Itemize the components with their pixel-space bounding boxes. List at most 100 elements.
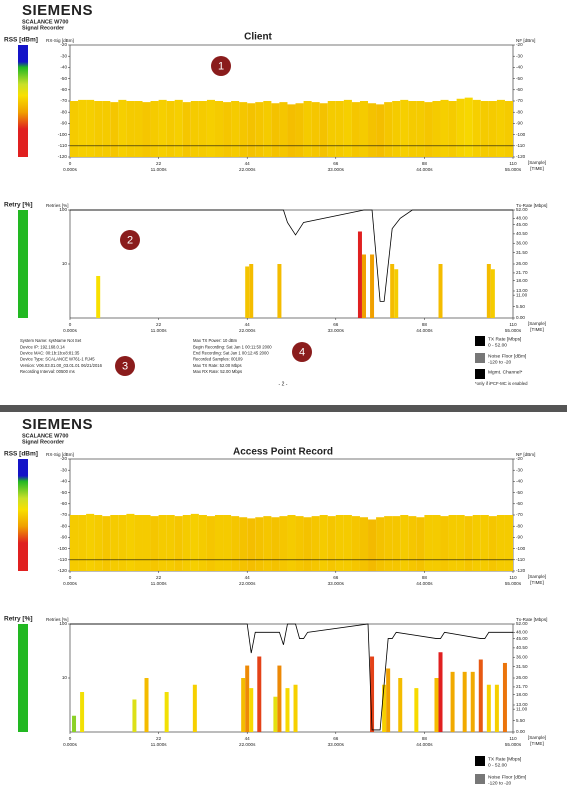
y2-tick-label: 5.50 bbox=[516, 304, 525, 309]
y-tick-label: -30 bbox=[516, 53, 523, 58]
rss-bar bbox=[126, 101, 135, 157]
right-axis-title: NF [dBm] bbox=[516, 452, 535, 457]
callout-circle bbox=[292, 342, 312, 362]
y2-tick-label: 40.50 bbox=[516, 231, 528, 236]
rss-bar bbox=[456, 515, 465, 571]
y-tick-label: 10 bbox=[62, 261, 68, 266]
rss-bar bbox=[263, 101, 272, 157]
rss-bar bbox=[279, 516, 288, 571]
rss-bar bbox=[392, 516, 401, 571]
rss-bar bbox=[287, 104, 296, 157]
left-axis-title: RX-Sig [dBm] bbox=[46, 38, 74, 43]
x-time-label: 0.000s bbox=[63, 742, 77, 747]
retry-bar bbox=[273, 696, 278, 732]
rss-bar bbox=[327, 101, 336, 157]
y-tick-label: -50 bbox=[60, 490, 67, 495]
rss-bar bbox=[456, 98, 465, 157]
rss-bar bbox=[223, 515, 232, 571]
legend-swatch bbox=[475, 336, 485, 346]
rss-bar bbox=[279, 102, 288, 157]
y-tick-label: -110 bbox=[58, 143, 67, 148]
x-time-label: 55.000s bbox=[505, 328, 522, 333]
legend-swatch bbox=[475, 369, 485, 379]
rss-bar bbox=[480, 515, 489, 571]
rss-bar bbox=[158, 99, 167, 157]
y-tick-label: -70 bbox=[60, 512, 67, 517]
y2-tick-label: 52.00 bbox=[516, 207, 528, 212]
retry-bar bbox=[249, 688, 254, 732]
rss-bar bbox=[166, 101, 175, 157]
rss-bar bbox=[335, 101, 344, 157]
x-tick-label: 110 bbox=[509, 575, 517, 580]
legend-label: TX Rate [Mbps] bbox=[488, 336, 521, 342]
x-time-label: 11.000s bbox=[151, 742, 168, 747]
retry-bar bbox=[164, 692, 169, 732]
device-info: Version: V06.03.01.00_03.01.01 06/21/201… bbox=[20, 363, 103, 368]
y2-tick-label: 26.00 bbox=[516, 675, 528, 680]
rss-bar bbox=[432, 515, 441, 571]
y-tick-label: -40 bbox=[60, 479, 67, 484]
y-tick-label: -80 bbox=[516, 523, 523, 528]
rss-bar bbox=[166, 515, 175, 571]
axis-label: Retry [%] bbox=[4, 616, 33, 623]
rss-bar bbox=[231, 101, 240, 157]
rss-bar bbox=[327, 516, 336, 571]
rss-bar bbox=[295, 103, 304, 157]
y2-tick-label: 21.70 bbox=[516, 684, 528, 689]
y-tick-label: -60 bbox=[516, 501, 523, 506]
rss-bar bbox=[134, 515, 143, 571]
y2-tick-label: 13.00 bbox=[516, 702, 528, 707]
y-tick-label: -40 bbox=[516, 479, 523, 484]
rss-bar bbox=[408, 101, 417, 157]
rss-bar bbox=[472, 99, 481, 157]
rss-bar bbox=[376, 104, 385, 157]
rss-bar bbox=[142, 515, 151, 571]
rss-bar bbox=[504, 101, 513, 157]
axis-label: RSS [dBm] bbox=[4, 37, 38, 44]
x-time-label: 11.000s bbox=[151, 581, 168, 586]
x-tick-label: 0 bbox=[69, 161, 72, 166]
rss-bar bbox=[295, 516, 304, 571]
y2-tick-label: 21.70 bbox=[516, 270, 528, 275]
rss-bar bbox=[351, 516, 360, 571]
callout-circle bbox=[115, 356, 135, 376]
y-tick-label: -100 bbox=[516, 546, 526, 551]
plot-frame bbox=[69, 209, 514, 319]
y-tick-label: -120 bbox=[58, 154, 68, 159]
page-separator bbox=[0, 405, 567, 412]
x-unit: [Sample] bbox=[528, 574, 546, 579]
callout-number: 4 bbox=[299, 346, 305, 358]
y-tick-label: -70 bbox=[60, 98, 67, 103]
rss-bar bbox=[94, 515, 103, 571]
x-tick-label: 44 bbox=[245, 736, 251, 741]
retry-bar bbox=[494, 684, 499, 732]
left-axis-title: RX-Sig [dBm] bbox=[46, 452, 74, 457]
y2-tick-label: 40.50 bbox=[516, 645, 528, 650]
rss-bar bbox=[239, 517, 248, 571]
color-scale-bar bbox=[18, 624, 28, 732]
x-tick-label: 110 bbox=[509, 322, 517, 327]
color-scale-bar bbox=[18, 459, 28, 571]
y-tick-label: 100 bbox=[59, 621, 67, 626]
x-unit: [Sample] bbox=[528, 321, 546, 326]
axis-label: RSS [dBm] bbox=[4, 451, 38, 458]
rss-bar bbox=[223, 102, 232, 157]
y2-tick-label: 0.00 bbox=[516, 729, 525, 734]
y-tick-label: -100 bbox=[58, 132, 68, 137]
rss-bar bbox=[239, 102, 248, 157]
rss-bar bbox=[319, 515, 328, 571]
retry-bar bbox=[486, 264, 491, 318]
rss-bar bbox=[150, 101, 159, 157]
retry-bar bbox=[470, 671, 475, 732]
retry-bar bbox=[245, 266, 250, 318]
retry-bar bbox=[257, 656, 262, 732]
retry-bar bbox=[144, 678, 149, 732]
legend-range: -120 to -20 bbox=[488, 359, 512, 365]
brand: SIEMENS bbox=[22, 2, 93, 19]
retry-bar bbox=[438, 652, 443, 732]
retry-bar bbox=[361, 254, 366, 318]
page-number: - 2 - bbox=[279, 381, 288, 387]
legend-range: 0 - 52.00 bbox=[488, 342, 507, 348]
rss-bar bbox=[247, 103, 256, 157]
callout-circle bbox=[211, 56, 231, 76]
